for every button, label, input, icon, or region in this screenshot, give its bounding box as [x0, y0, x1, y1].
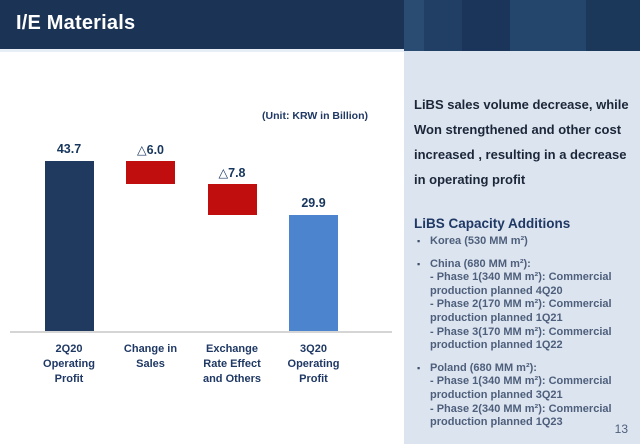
bullet-line: - Phase 1(340 MM m²): Commercial: [430, 271, 612, 284]
bullet-line: production planned 1Q21: [430, 311, 563, 324]
bullet-line: production planned 1Q23: [430, 416, 563, 429]
waterfall-chart: (Unit: KRW in Billion) 43.7 2Q20 Operatin…: [10, 110, 392, 385]
header-underline: [0, 49, 404, 52]
waterfall-bar-total: [44, 161, 94, 331]
bar-value-label: 43.7: [56, 142, 82, 156]
slide-title: I/E Materials: [16, 12, 136, 34]
right-panel: LiBS sales volume decrease, while Won st…: [404, 0, 640, 444]
bullet-item-korea: ▪ Korea (530 MM m²): [414, 235, 632, 249]
bullet-text: Poland (680 MM m²): - Phase 1(340 MM m²):…: [430, 362, 632, 430]
page-number: 13: [614, 422, 628, 436]
header-bar: [0, 0, 404, 49]
decoration-stripe: [424, 0, 462, 51]
bullet-line: - Phase 2(340 MM m²): Commercial: [430, 402, 612, 415]
bullet-square-icon: ▪: [417, 258, 421, 269]
bullet-line: production planned 1Q22: [430, 339, 563, 352]
bullet-line: - Phase 1(340 MM m²): Commercial: [430, 375, 612, 388]
capacity-heading: LiBS Capacity Additions: [414, 216, 571, 231]
summary-paragraph: LiBS sales volume decrease, while Won st…: [414, 92, 634, 192]
decoration-stripe: [510, 0, 586, 51]
bullet-line: - Phase 2(170 MM m²): Commercial: [430, 298, 612, 311]
decoration-stripe: [462, 0, 510, 51]
bullet-text: China (680 MM m²): - Phase 1(340 MM m²): …: [430, 258, 632, 353]
bullet-line: Poland (680 MM m²):: [430, 361, 537, 374]
bullet-line: - Phase 3(170 MM m²): Commercial: [430, 325, 612, 338]
bar-value-label: 29.9: [301, 195, 326, 210]
waterfall-bar-total: [289, 214, 338, 331]
bullet-line: production planned 3Q21: [430, 388, 563, 401]
chart-unit-label: (Unit: KRW in Billion): [262, 110, 368, 122]
x-axis-category-label: 3Q20 Operating Profit: [287, 343, 340, 385]
bullet-line: production planned 4Q20: [430, 284, 563, 297]
bar-value-label: △7.8: [218, 166, 246, 181]
x-axis-category-label: Change in Sales: [123, 343, 178, 370]
decoration-stripe: [586, 0, 640, 51]
bullet-square-icon: ▪: [417, 362, 421, 373]
bullet-item-china: ▪ China (680 MM m²): - Phase 1(340 MM m²)…: [414, 258, 632, 353]
bullet-line: China (680 MM m²):: [430, 257, 531, 270]
summary-line: in operating profit: [414, 172, 526, 187]
summary-line: LiBS sales volume decrease, while: [414, 97, 629, 112]
bar-value-label: △6.0: [137, 143, 164, 157]
x-axis-category-label: Exchange Rate Effect and Others: [202, 343, 262, 385]
decoration-stripe: [404, 0, 424, 51]
x-axis-category-label: 2Q20 Operating Profit: [43, 343, 95, 385]
bullet-line: Korea (530 MM m²): [430, 235, 528, 247]
summary-line: increased , resulting in a decrease: [414, 147, 627, 162]
bullet-square-icon: ▪: [417, 236, 421, 246]
bullet-text: Korea (530 MM m²): [430, 235, 632, 249]
panel-top-decoration: [404, 0, 640, 51]
x-axis-line: [10, 331, 392, 333]
capacity-bullet-list: ▪ Korea (530 MM m²) ▪ China (680 MM m²):…: [414, 235, 632, 439]
waterfall-bar-decrease: [126, 161, 175, 185]
summary-line: Won strengthened and other cost: [414, 122, 622, 137]
waterfall-bar-decrease: [207, 184, 257, 215]
bullet-item-poland: ▪ Poland (680 MM m²): - Phase 1(340 MM m²…: [414, 362, 632, 430]
